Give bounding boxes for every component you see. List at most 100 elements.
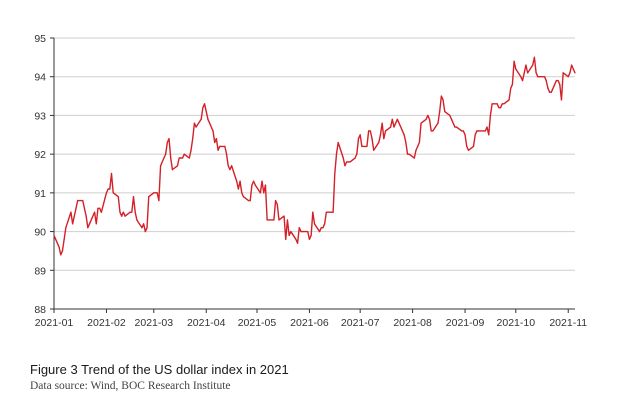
data-point (403, 134, 405, 136)
data-point (342, 157, 344, 159)
data-point (325, 211, 327, 213)
data-point (112, 192, 114, 194)
data-point (217, 149, 219, 151)
data-point (491, 103, 493, 105)
data-point (381, 122, 383, 124)
data-point (477, 130, 480, 132)
data-point (499, 107, 502, 109)
data-point (237, 188, 239, 190)
data-point (264, 184, 267, 186)
data-point (241, 192, 243, 194)
data-point (454, 126, 456, 128)
data-point (274, 200, 277, 202)
data-point (119, 211, 121, 213)
data-point (559, 83, 561, 86)
data-point (307, 230, 309, 233)
data-point (418, 141, 420, 144)
data-point (440, 95, 442, 97)
data-point (85, 215, 87, 217)
data-point (271, 219, 273, 221)
x-tick-label: 2021-10 (497, 317, 536, 329)
x-tick-label: 2021-01 (35, 317, 74, 329)
data-point (300, 230, 302, 233)
data-point (63, 238, 65, 240)
data-point (278, 219, 280, 221)
data-point (100, 211, 102, 213)
data-point (356, 153, 358, 155)
data-point (205, 110, 207, 113)
data-point (219, 145, 221, 147)
data-point (239, 180, 241, 182)
data-point (132, 196, 135, 198)
data-point (166, 141, 168, 144)
data-point (427, 114, 429, 117)
x-tick-label: 2021-07 (341, 317, 380, 329)
data-point (83, 207, 86, 209)
data-point (154, 192, 157, 194)
data-point (288, 234, 290, 237)
y-tick-label: 92 (34, 149, 46, 161)
data-point (60, 254, 62, 256)
y-tick-label: 91 (34, 188, 46, 200)
data-point (417, 145, 419, 147)
data-point (318, 230, 321, 233)
data-point (379, 134, 382, 136)
data-point (391, 118, 393, 120)
data-point (195, 126, 197, 128)
data-point (535, 72, 537, 74)
data-point (383, 138, 385, 140)
data-point (420, 122, 422, 124)
data-point (143, 223, 145, 225)
data-point (359, 134, 361, 136)
data-point (298, 227, 300, 229)
data-point (183, 153, 185, 155)
data-point (148, 196, 150, 198)
data-point (332, 211, 334, 213)
data-point (395, 122, 397, 124)
data-point (215, 138, 217, 140)
data-point (75, 207, 77, 209)
data-point (259, 192, 261, 194)
y-tick-label: 93 (34, 110, 46, 122)
data-point (555, 79, 557, 82)
data-point (324, 223, 326, 225)
data-point (97, 207, 99, 209)
x-tick-label: 2021-03 (135, 317, 174, 329)
data-point (251, 184, 253, 186)
data-point (141, 227, 143, 229)
data-point (361, 145, 363, 147)
data-point (61, 250, 64, 252)
data-point (525, 64, 527, 66)
data-point (354, 157, 356, 159)
data-point (432, 130, 434, 132)
data-point (562, 72, 564, 74)
data-point (190, 149, 192, 151)
data-point (181, 157, 184, 159)
data-point (200, 118, 202, 120)
data-point (461, 130, 463, 132)
data-point (283, 215, 285, 217)
data-point (442, 99, 444, 101)
data-point (444, 110, 446, 113)
y-tick-label: 89 (34, 265, 46, 277)
data-point (545, 79, 547, 82)
data-point (484, 130, 486, 132)
data-point (508, 99, 510, 101)
data-point (229, 169, 231, 171)
data-point (498, 107, 500, 109)
data-point (225, 153, 228, 155)
data-point (110, 172, 113, 175)
data-point (158, 200, 160, 202)
data-point (467, 149, 470, 151)
data-point (247, 200, 250, 202)
data-point (462, 130, 464, 132)
data-point (406, 153, 409, 155)
data-point (390, 126, 392, 128)
data-point (413, 157, 415, 159)
data-point (371, 138, 373, 140)
data-point (296, 242, 299, 244)
data-point (253, 180, 255, 182)
data-point (203, 103, 206, 105)
data-point (178, 157, 180, 159)
data-point (105, 192, 108, 194)
